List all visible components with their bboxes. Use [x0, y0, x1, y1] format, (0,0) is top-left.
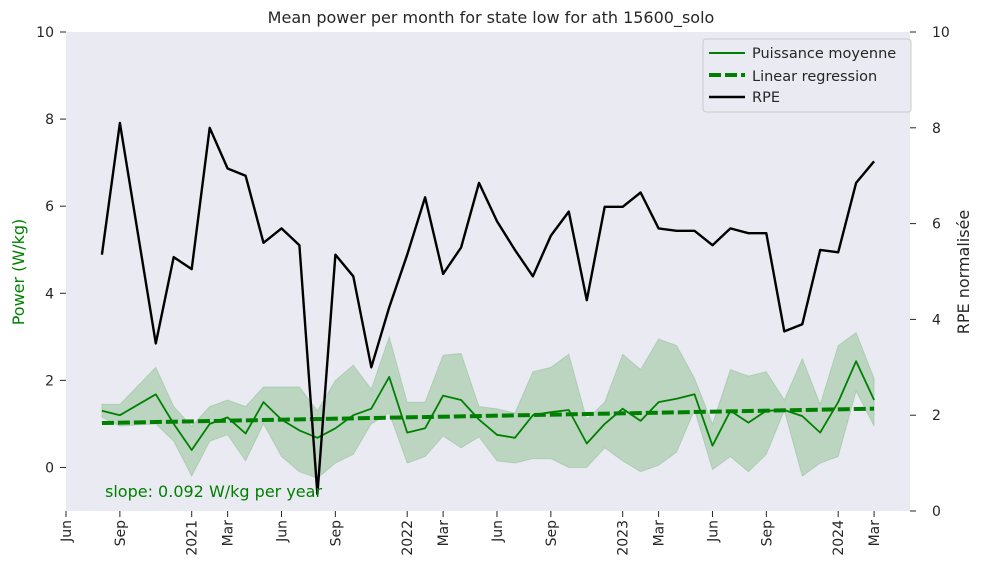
y-left-tick-label: 0 — [45, 460, 54, 476]
y-right-tick-label: 4 — [932, 312, 941, 328]
power-range-band-layer — [101, 331, 875, 479]
chart-title: Mean power per month for state low for a… — [268, 8, 715, 28]
x-tick-label: Mar — [221, 520, 237, 547]
x-tick-label: Sep — [328, 520, 344, 547]
rpe-series-line — [100, 121, 876, 496]
y-right-tick-label: 0 — [932, 504, 941, 520]
x-tick-label: Mar — [436, 520, 452, 547]
x-tick-label: Sep — [759, 520, 775, 547]
power-range-band — [101, 331, 875, 479]
axes-layer: 0 2 4 6 8 10 0 2 4 6 8 10 Jun Sep 2021 Mar Jun Sep 2022 Mar… — [36, 25, 950, 556]
x-tick-label: 2023 — [616, 520, 632, 556]
regression-line — [101, 406, 875, 426]
legend-label-rpe: RPE — [752, 90, 780, 106]
legend-label-power: Puissance moyenne — [752, 46, 896, 62]
y-right-tick-label: 6 — [932, 217, 941, 233]
x-tick-label: 2024 — [831, 520, 847, 556]
y-axis-right-label: RPE normalisée — [954, 210, 973, 335]
slope-annotation: slope: 0.092 W/kg per year — [105, 482, 322, 501]
y-right-tick-label: 2 — [932, 408, 941, 424]
x-tick-label: Sep — [544, 520, 560, 547]
x-tick-label: 2022 — [400, 520, 416, 556]
x-tick-label: Mar — [867, 520, 883, 547]
y-left-tick-label: 2 — [45, 373, 54, 389]
y-right-tick-label: 8 — [932, 121, 941, 137]
x-tick-label: 2021 — [185, 520, 201, 556]
y-left-tick-label: 8 — [45, 112, 54, 128]
y-left-tick-label: 10 — [36, 25, 54, 41]
x-tick-label: Jun — [59, 520, 75, 543]
x-tick-label: Sep — [113, 520, 129, 547]
y-right-tick-label: 10 — [932, 25, 950, 41]
x-tick-label: Jun — [490, 520, 506, 543]
y-left-tick-label: 4 — [45, 286, 54, 302]
power-series-line — [101, 360, 875, 451]
y-axis-left-label: Power (W/kg) — [9, 219, 28, 326]
x-tick-label: Jun — [275, 520, 291, 543]
x-tick-label: Jun — [706, 520, 722, 543]
x-tick-label: Mar — [652, 520, 668, 547]
legend-label-regression: Linear regression — [752, 69, 877, 85]
legend: Puissance moyenne Linear regression RPE — [702, 38, 912, 113]
y-left-tick-label: 6 — [45, 199, 54, 215]
legend-box — [702, 38, 912, 113]
series-lines-layer — [100, 121, 876, 496]
